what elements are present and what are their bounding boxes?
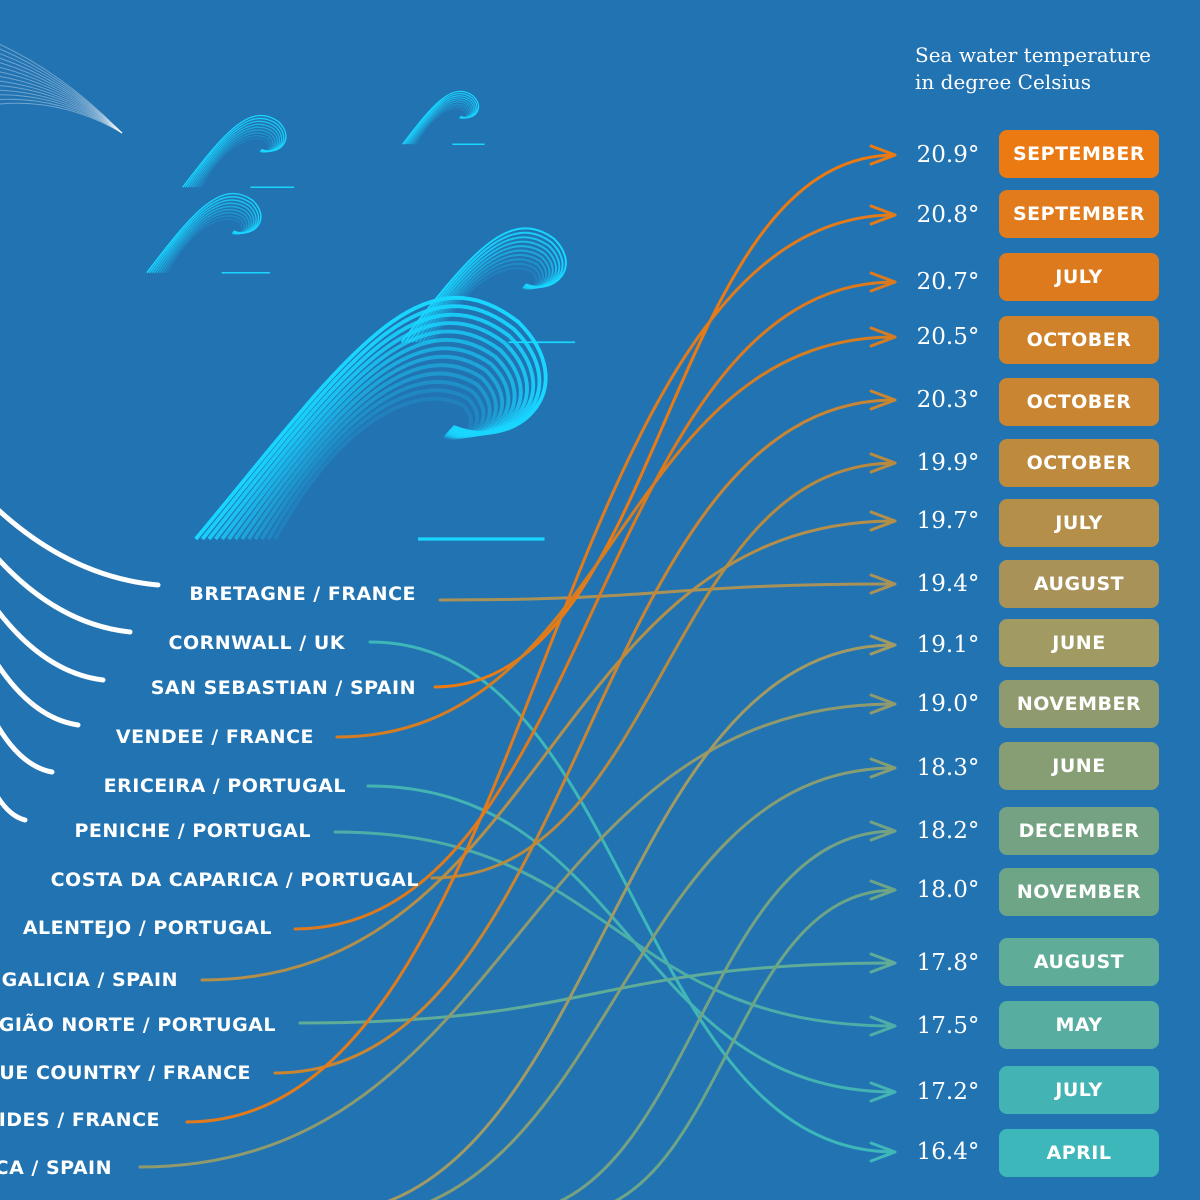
month-badge: OCTOBER: [999, 316, 1159, 364]
month-badge: AUGUST: [999, 560, 1159, 608]
connector-line: [273, 398, 897, 1075]
region-label: UE COUNTRY / FRANCE: [0, 1062, 251, 1084]
month-badge: NOVEMBER: [999, 868, 1159, 916]
arrowhead: [869, 1081, 897, 1103]
month-badge: AUGUST: [999, 938, 1159, 986]
temperature-value: 18.0°: [916, 877, 980, 903]
region-label: IDES / FRANCE: [0, 1109, 160, 1131]
temperature-value: 19.9°: [916, 450, 980, 476]
connector-line: [200, 519, 897, 982]
temperature-value: 17.2°: [916, 1079, 980, 1105]
region-label: PENICHE / PORTUGAL: [74, 820, 311, 842]
temperature-value: 20.3°: [916, 387, 980, 413]
month-badge: OCTOBER: [999, 439, 1159, 487]
heading-line-1: Sea water temperature: [915, 43, 1151, 67]
arrowhead: [869, 820, 897, 842]
temperature-value: 20.8°: [916, 202, 980, 228]
month-badge: APRIL: [999, 1129, 1159, 1177]
region-label: BRETAGNE / FRANCE: [189, 583, 416, 605]
chart-heading: Sea water temperature in degree Celsius: [915, 42, 1185, 96]
arrowhead: [869, 879, 897, 901]
connector-line: [293, 280, 897, 931]
connector-line: [387, 643, 897, 1200]
connector-line: [559, 829, 897, 1200]
region-label: SAN SEBASTIAN / SPAIN: [150, 677, 416, 699]
white-arc: [0, 609, 106, 683]
month-badge: JUNE: [999, 742, 1159, 790]
temperature-value: 17.5°: [916, 1013, 980, 1039]
temperature-value: 20.9°: [916, 142, 980, 168]
connector-line: [185, 213, 897, 1124]
white-arc: [0, 663, 81, 728]
arrowhead: [869, 1141, 897, 1163]
month-badge: SEPTEMBER: [999, 130, 1159, 178]
month-badge: JULY: [999, 1066, 1159, 1114]
arrowhead: [869, 326, 897, 348]
month-badge: JULY: [999, 499, 1159, 547]
white-arc: [0, 724, 55, 775]
region-label: ERICEIRA / PORTUGAL: [103, 775, 346, 797]
month-badge: OCTOBER: [999, 378, 1159, 426]
region-label: VENDEE / FRANCE: [115, 726, 314, 748]
arrowhead: [869, 204, 897, 226]
arrowhead: [869, 510, 897, 532]
wave-icon: [182, 114, 295, 188]
temperature-value: 19.7°: [916, 508, 980, 534]
connector-line: [368, 640, 897, 1154]
connector-line: [613, 888, 897, 1200]
arrowhead: [869, 452, 897, 474]
region-label: CORNWALL / UK: [168, 632, 345, 654]
temperature-value: 17.8°: [916, 950, 980, 976]
connector-line: [138, 702, 897, 1169]
wave-icon: [402, 90, 485, 145]
arrowhead: [869, 271, 897, 293]
heading-line-2: in degree Celsius: [915, 70, 1092, 94]
arrowhead: [869, 573, 897, 595]
month-badge: DECEMBER: [999, 807, 1159, 855]
arrowhead: [869, 634, 897, 656]
temperature-value: 19.0°: [916, 691, 980, 717]
region-label: CA / SPAIN: [0, 1157, 112, 1179]
white-arc: [0, 508, 161, 588]
arrowhead: [869, 389, 897, 411]
connector-line: [430, 461, 897, 880]
temperature-value: 18.3°: [916, 755, 980, 781]
wave-decoration: [0, 43, 576, 541]
region-label: ALENTEJO / PORTUGAL: [22, 917, 272, 939]
month-badge: SEPTEMBER: [999, 190, 1159, 238]
connector-line: [335, 335, 897, 739]
white-arc-decoration: [0, 508, 161, 823]
arrowhead: [869, 757, 897, 779]
month-badge: MAY: [999, 1001, 1159, 1049]
white-arc: [0, 795, 28, 823]
wave-crest-icon: [0, 43, 123, 134]
white-arc: [0, 557, 133, 635]
arrowhead: [869, 952, 897, 974]
temperature-value: 16.4°: [916, 1139, 980, 1165]
connector-line: [333, 830, 897, 1028]
month-badge: JUNE: [999, 619, 1159, 667]
connector-line: [438, 582, 897, 602]
temperature-value: 20.7°: [916, 269, 980, 295]
region-label: GALICIA / SPAIN: [1, 969, 178, 991]
temperature-value: 18.2°: [916, 818, 980, 844]
connector-line: [429, 766, 897, 1200]
arrowhead: [869, 1015, 897, 1037]
connector-lines: [138, 144, 897, 1200]
wave-icon: [194, 295, 548, 541]
arrowhead: [869, 144, 897, 166]
wave-icon: [400, 227, 576, 344]
month-badge: NOVEMBER: [999, 680, 1159, 728]
temperature-value: 20.5°: [916, 324, 980, 350]
month-badge: JULY: [999, 253, 1159, 301]
wave-icon: [146, 192, 270, 274]
arrowhead: [869, 693, 897, 715]
temperature-value: 19.4°: [916, 571, 980, 597]
temperature-value: 19.1°: [916, 632, 980, 658]
region-label: GIÃO NORTE / PORTUGAL: [0, 1014, 276, 1036]
region-label: COSTA DA CAPARICA / PORTUGAL: [50, 869, 419, 891]
